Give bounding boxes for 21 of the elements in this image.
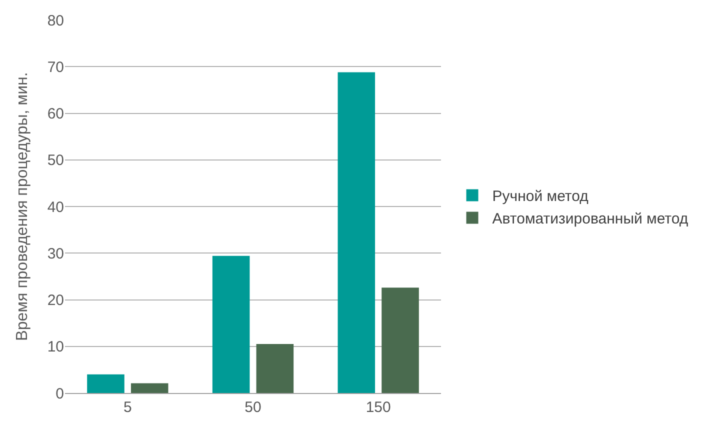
y-tick-label: 0	[56, 385, 64, 402]
bar	[130, 383, 168, 393]
bar	[87, 374, 124, 393]
y-tick-label: 10	[47, 338, 64, 356]
y-axis-title: Время проведения процедуры, мин.	[14, 72, 32, 341]
y-tick-label: 80	[47, 12, 64, 30]
legend-label: Ручной метод	[492, 188, 589, 206]
bar	[382, 288, 419, 393]
y-tick-label: 40	[47, 198, 64, 216]
bar	[338, 72, 376, 393]
bar	[256, 344, 294, 393]
x-tick-label: 150	[366, 399, 391, 416]
y-tick-label: 60	[47, 106, 64, 122]
legend-label: Автоматизированный метод	[492, 210, 688, 228]
y-tick-label: 70	[47, 58, 64, 76]
x-tick-label: 5	[124, 399, 132, 416]
x-tick-label: 50	[244, 399, 262, 416]
y-tick-label: 20	[47, 292, 64, 309]
y-tick-label: 30	[47, 245, 64, 262]
bar	[212, 256, 250, 393]
y-tick-label: 50	[47, 152, 64, 170]
